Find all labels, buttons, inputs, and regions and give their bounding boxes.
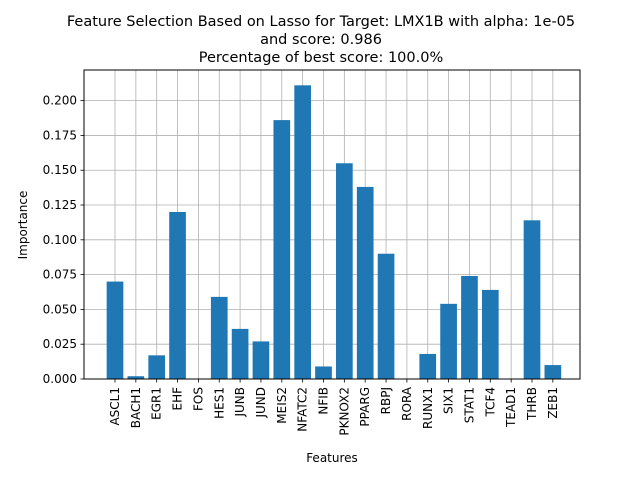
y-axis-label: Importance: [16, 191, 30, 260]
x-axis: ASCL1 BACH1 EGR1 EHF FOS HES1 JUNB JUND MEIS2 NFA…: [108, 379, 560, 436]
x-tick-label: NFIB: [317, 387, 331, 415]
chart-title-line-3: Percentage of best score: 100.0%: [199, 50, 443, 66]
bar-nfib: [315, 366, 332, 379]
bar-zeb1: [544, 365, 562, 379]
bar-nfatc2: [294, 85, 311, 379]
y-tick-label: 0.150: [43, 163, 77, 177]
bar-tcf4: [481, 289, 499, 379]
bar-meis2: [273, 120, 291, 380]
bar-ascl1: [106, 281, 124, 379]
x-tick-label: SIX1: [442, 387, 456, 414]
bar-junb: [231, 328, 249, 379]
x-tick-label: PPARG: [358, 387, 372, 427]
y-axis: 0.000 0.025 0.050 0.075 0.100 0.125 0.150 0.175…: [43, 94, 84, 386]
x-tick-label: ZEB1: [546, 387, 560, 419]
y-tick-label: 0.175: [43, 128, 77, 142]
y-tick-label: 0.000: [43, 372, 77, 386]
x-tick-label: ASCL1: [108, 387, 122, 426]
x-tick-label: EGR1: [150, 387, 164, 420]
grid-lines: [84, 70, 580, 380]
x-tick-label: RUNX1: [421, 387, 435, 429]
y-tick-label: 0.075: [43, 268, 77, 282]
x-tick-label: TEAD1: [504, 387, 518, 428]
bar-pparg: [356, 186, 374, 379]
y-tick-label: 0.025: [43, 337, 77, 351]
x-tick-label: RBPJ: [379, 387, 393, 414]
x-tick-label: HES1: [212, 387, 226, 419]
bar-bach1: [127, 376, 145, 379]
x-tick-label: JUNB: [233, 387, 247, 418]
x-tick-label: THRB: [525, 387, 539, 421]
x-tick-label: TCF4: [483, 387, 497, 418]
bar-rbpj: [377, 253, 395, 379]
chart-title-line-2: and score: 0.986: [260, 32, 382, 48]
y-tick-label: 0.050: [43, 302, 77, 316]
x-tick-label: EHF: [171, 387, 185, 411]
x-axis-label: Features: [306, 451, 358, 465]
y-tick-label: 0.125: [43, 198, 77, 212]
plot-frame: [83, 69, 581, 380]
bar-runx1: [419, 353, 437, 379]
x-tick-label: PKNOX2: [337, 387, 351, 436]
chart-title: Feature Selection Based on Lasso for Tar…: [67, 14, 575, 66]
x-tick-label: STAT1: [462, 387, 476, 423]
chart-title-line-1: Feature Selection Based on Lasso for Tar…: [67, 14, 575, 30]
y-tick-label: 0.100: [43, 233, 77, 247]
x-tick-label: MEIS2: [275, 387, 289, 424]
bar-jund: [252, 341, 270, 379]
bar-thrb: [523, 220, 541, 379]
bar-ehf: [169, 211, 186, 379]
x-tick-label: NFATC2: [296, 387, 310, 432]
bar-pknox2: [336, 163, 353, 379]
bars: [106, 85, 562, 380]
x-tick-label: RORA: [400, 386, 414, 421]
y-tick-label: 0.200: [43, 94, 77, 108]
bar-six1: [440, 303, 457, 379]
x-tick-label: FOS: [191, 387, 205, 411]
x-tick-label: BACH1: [129, 387, 143, 428]
bar-hes1: [210, 296, 228, 379]
bar-egr1: [148, 355, 166, 379]
bar-stat1: [461, 276, 478, 379]
x-tick-label: JUND: [254, 387, 268, 419]
